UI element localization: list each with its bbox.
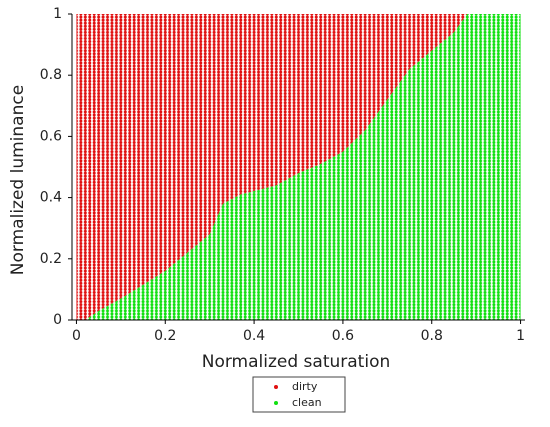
plot-area bbox=[76, 14, 521, 320]
dirty-region bbox=[76, 14, 468, 320]
clean-region bbox=[85, 14, 521, 320]
x-tick-label: 0.4 bbox=[243, 328, 265, 344]
y-tick-label: 0.6 bbox=[40, 128, 62, 144]
legend-marker bbox=[274, 385, 278, 389]
y-tick-label: 0.8 bbox=[40, 67, 62, 83]
x-tick-label: 0.2 bbox=[154, 328, 176, 344]
legend-box bbox=[252, 376, 346, 413]
legend-marker bbox=[274, 401, 278, 405]
y-tick-label: 0 bbox=[53, 312, 62, 328]
y-axis-label: Normalized luminance bbox=[8, 85, 28, 275]
y-tick-label: 0.2 bbox=[40, 251, 62, 267]
x-tick-label: 0.8 bbox=[421, 328, 443, 344]
y-tick-label: 0.4 bbox=[40, 190, 62, 206]
legend-label: dirty bbox=[292, 380, 318, 393]
x-tick-label: 0.6 bbox=[332, 328, 354, 344]
legend-label: clean bbox=[292, 396, 322, 409]
x-tick-label: 0 bbox=[72, 328, 81, 344]
y-tick-label: 1 bbox=[53, 6, 62, 22]
x-tick-label: 1 bbox=[516, 328, 525, 344]
x-axis-label: Normalized saturation bbox=[202, 352, 391, 372]
